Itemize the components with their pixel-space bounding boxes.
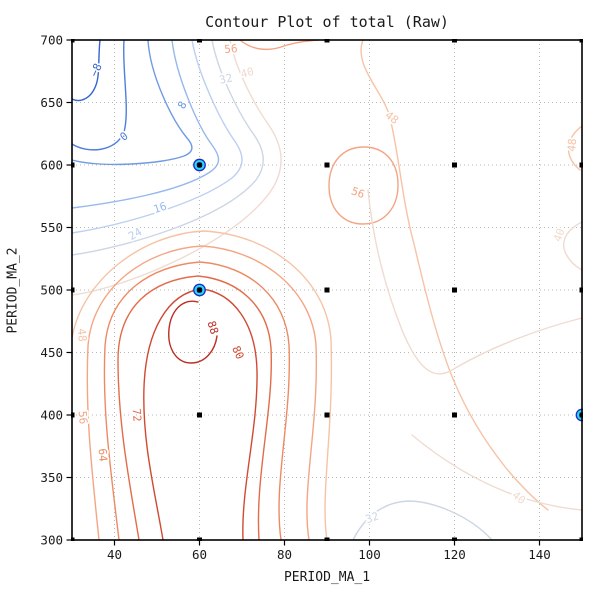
grid-point-marker <box>324 412 330 418</box>
contour-line <box>567 125 583 171</box>
contour-lines <box>71 39 583 541</box>
contour-line <box>367 189 583 375</box>
y-tick-label: 450 <box>40 345 63 360</box>
contour-value-label: 0 <box>117 129 130 143</box>
contour-value-label: 40 <box>239 65 255 81</box>
y-tick-label: 350 <box>40 470 63 485</box>
y-tick-label: 550 <box>40 220 63 235</box>
grid-point-marker <box>324 162 330 168</box>
contour-value-label: 88 <box>205 319 221 336</box>
x-tick-label: 140 <box>528 547 551 562</box>
grid-point-marker <box>452 162 457 168</box>
x-axis-label: PERIOD_MA_1 <box>283 570 371 585</box>
contour-value-label: 64 <box>96 448 110 463</box>
contour-line <box>411 434 583 511</box>
contour-value-label: −8 <box>87 61 104 79</box>
contour-line <box>168 300 218 364</box>
contour-value-label: 48 <box>75 328 89 342</box>
contour-value-label: 8 <box>175 99 190 111</box>
contour-value-label: 40 <box>551 227 568 244</box>
contour-line <box>71 39 282 296</box>
contour-line <box>71 39 243 234</box>
y-tick-label: 400 <box>40 407 63 422</box>
y-tick-label: 300 <box>40 532 63 547</box>
contour-line <box>71 39 220 209</box>
y-tick-label: 700 <box>40 32 63 47</box>
axis-ticks: 40 60 80 100 120 1403003504004505005506006507… <box>40 32 550 562</box>
highlight-cyan-ring <box>194 284 205 296</box>
contour-line <box>71 230 333 541</box>
contour-line <box>103 261 291 541</box>
contour-line <box>239 39 319 51</box>
contour-line <box>328 146 399 225</box>
contour-line <box>71 39 127 151</box>
x-tick-label: 60 <box>192 547 207 562</box>
highlight-cyan-ring <box>194 159 205 171</box>
grid-point-marker <box>324 287 330 293</box>
contour-value-label: 56 <box>349 184 366 201</box>
x-tick-label: 40 <box>107 547 122 562</box>
contour-value-label: 48 <box>383 109 401 127</box>
contour-line <box>563 221 583 271</box>
grid-point-marker <box>452 287 457 293</box>
grid-point-marker <box>197 412 202 418</box>
contour-value-label: 56 <box>76 410 90 424</box>
contour-value-label: 72 <box>130 408 144 422</box>
contour-value-label: 32 <box>364 509 381 526</box>
contour-line <box>360 39 549 511</box>
x-tick-label: 80 <box>277 547 292 562</box>
contour-value-label: 16 <box>152 200 169 216</box>
contour-value-label: 32 <box>218 71 234 86</box>
chart-title: Contour Plot of total (Raw) <box>205 13 449 31</box>
contour-line <box>71 39 264 256</box>
grid-point-marker <box>452 412 457 418</box>
contour-line <box>352 500 493 541</box>
y-tick-label: 650 <box>40 95 63 110</box>
highlight-center-square <box>197 287 202 293</box>
contour-value-label: 40 <box>510 489 529 507</box>
contour-line <box>71 39 193 166</box>
contour-line <box>86 245 318 541</box>
contour-line <box>71 39 101 102</box>
highlight-center-square <box>197 162 202 168</box>
contour-line <box>117 275 273 541</box>
contour-value-label: 56 <box>224 42 238 56</box>
y-tick-label: 600 <box>40 157 63 172</box>
x-tick-label: 120 <box>443 547 466 562</box>
contour-value-label: 48 <box>565 138 579 152</box>
contour-value-label: 80 <box>229 344 246 362</box>
x-tick-label: 100 <box>358 547 381 562</box>
y-tick-label: 500 <box>40 282 63 297</box>
